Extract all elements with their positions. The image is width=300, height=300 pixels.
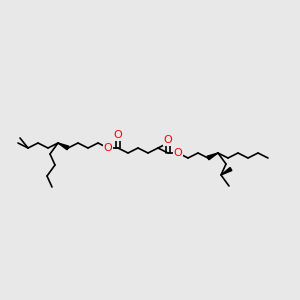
Polygon shape xyxy=(207,153,218,160)
Text: O: O xyxy=(103,143,112,153)
Text: O: O xyxy=(174,148,182,158)
Polygon shape xyxy=(58,143,69,150)
Polygon shape xyxy=(221,167,232,175)
Text: O: O xyxy=(114,130,122,140)
Text: O: O xyxy=(164,135,172,145)
